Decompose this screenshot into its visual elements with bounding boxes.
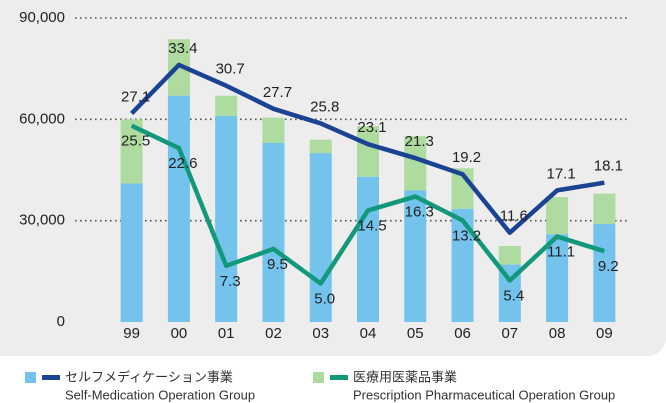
legend-swatch (313, 372, 324, 383)
legend-label: セルフメディケーション事業 (65, 369, 233, 384)
data-label: 11.1 (547, 244, 575, 261)
data-label: 23.1 (357, 119, 386, 136)
bar (357, 176, 379, 322)
x-tick-label: 00 (171, 325, 188, 342)
data-label: 27.1 (121, 88, 150, 105)
bar (309, 139, 332, 154)
data-label: 5.0 (314, 290, 335, 307)
data-label: 16.3 (405, 204, 434, 221)
data-label: 25.8 (310, 98, 339, 115)
data-label: 30.7 (216, 61, 245, 78)
line (130, 62, 605, 235)
bar (404, 136, 427, 191)
y-tick-label: 90,000 (19, 9, 65, 26)
bar (498, 264, 521, 322)
x-tick-label: 03 (312, 325, 329, 342)
data-label: 11.6 (500, 208, 528, 225)
data-label: 14.5 (357, 217, 386, 234)
y-tick-label: 0 (57, 313, 65, 330)
x-tick-label: 08 (549, 325, 566, 342)
data-label: 18.1 (594, 158, 623, 175)
data-label: 33.4 (168, 40, 197, 57)
data-label: 22.6 (168, 155, 197, 172)
x-tick-label: 06 (454, 325, 471, 342)
x-tick-label: 05 (407, 325, 424, 342)
bar (167, 95, 190, 322)
y-tick-label: 60,000 (19, 110, 65, 127)
x-tick-label: 01 (218, 325, 235, 342)
legend-swatch (25, 372, 36, 383)
data-label: 13.2 (452, 227, 481, 244)
x-tick-label: 07 (501, 325, 518, 342)
legend-line (330, 375, 348, 380)
legend-label: 医療用医薬品事業 (353, 369, 457, 384)
bar (546, 234, 569, 322)
bar (498, 246, 521, 265)
legend-sublabel: Self-Medication Operation Group (65, 387, 255, 402)
legend-sublabel: Prescription Pharmaceutical Operation Gr… (353, 387, 615, 402)
bar (120, 119, 143, 184)
bar (357, 126, 379, 177)
x-tick-label: 09 (596, 325, 613, 342)
bar (120, 183, 143, 322)
data-label: 21.3 (405, 133, 434, 150)
data-label: 17.1 (546, 165, 575, 182)
x-tick-label: 04 (360, 325, 377, 342)
x-tick-label: 99 (123, 325, 140, 342)
bar (262, 142, 285, 322)
data-label: 5.4 (503, 287, 524, 304)
data-label: 7.3 (220, 273, 241, 290)
bar (215, 115, 238, 322)
bar (262, 117, 285, 143)
bar (593, 193, 616, 225)
data-label: 9.5 (267, 256, 288, 273)
data-label: 19.2 (452, 149, 481, 166)
line (130, 123, 606, 286)
legend-line (42, 375, 60, 380)
y-tick-label: 30,000 (19, 212, 65, 229)
bar (215, 95, 238, 116)
x-tick-label: 02 (265, 325, 282, 342)
data-label: 9.2 (598, 258, 619, 275)
bar (451, 208, 474, 322)
bar (546, 197, 569, 235)
bar (404, 190, 427, 322)
data-label: 25.5 (121, 133, 150, 150)
data-label: 27.7 (263, 84, 292, 101)
